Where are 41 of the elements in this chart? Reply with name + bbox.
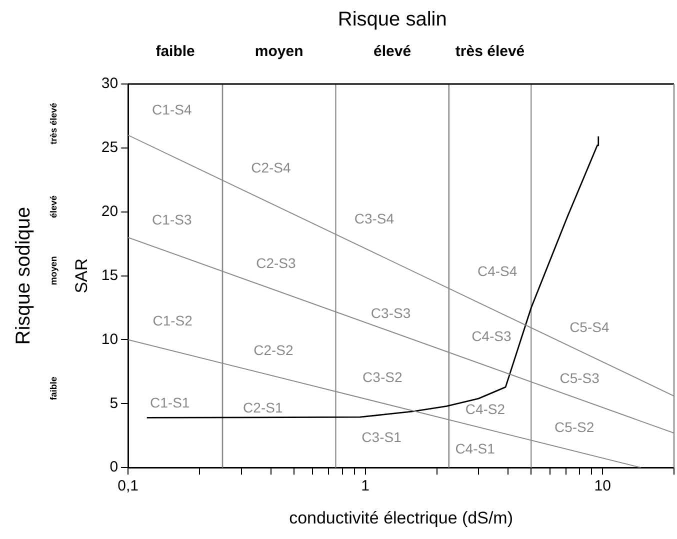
annotation: C5-S3 [560, 370, 600, 386]
text: faible [48, 376, 58, 400]
annotation: C4-S1 [455, 440, 496, 457]
annotation: C1-S1 [150, 394, 190, 411]
annotation: C1-S2 [152, 312, 193, 329]
y-tick-label: 20 [101, 203, 118, 220]
y-tick-label: 25 [101, 139, 118, 156]
text: très élevé [455, 43, 525, 60]
text: moyen [254, 43, 304, 60]
annotation: C3-S3 [370, 305, 411, 322]
text: élevé [48, 195, 58, 218]
y-axis-title: SAR [72, 258, 91, 294]
text: faible [156, 43, 195, 60]
annotation: C3-S2 [362, 368, 402, 385]
y-tick-label: 15 [101, 266, 118, 284]
y-tick-label: 5 [110, 394, 118, 412]
annotation: C1-S3 [152, 212, 192, 228]
x-tick-label: 1 [361, 478, 370, 495]
annotation: C5-S4 [570, 319, 610, 336]
text: Risque sodique [12, 206, 35, 345]
annotation: C2-S3 [256, 255, 296, 272]
annotation: C2-S1 [243, 400, 283, 416]
annotation: C3-S4 [354, 210, 394, 226]
chart-title: Risque salin [338, 8, 447, 31]
x-tick-label: 10 [594, 478, 611, 495]
x-tick-label: 0,1 [118, 478, 139, 495]
text: moyen [48, 256, 58, 286]
y-tick-label: 30 [101, 75, 118, 92]
annotation: C4-S4 [477, 262, 518, 279]
x-axis-title: conductivité électrique (dS/m) [289, 508, 514, 528]
text: très élevé [48, 102, 58, 144]
annotation: C1-S4 [152, 102, 192, 118]
text: élevé [374, 43, 412, 60]
annotation: C2-S4 [251, 159, 291, 176]
annotation: C5-S2 [554, 418, 594, 435]
y-tick-label: 0 [110, 458, 118, 476]
annotation: C3-S1 [362, 429, 402, 446]
annotation: C4-S3 [472, 328, 512, 344]
annotation: C2-S2 [254, 342, 294, 358]
y-tick-label: 10 [101, 330, 118, 348]
annotation: C4-S2 [465, 400, 506, 417]
